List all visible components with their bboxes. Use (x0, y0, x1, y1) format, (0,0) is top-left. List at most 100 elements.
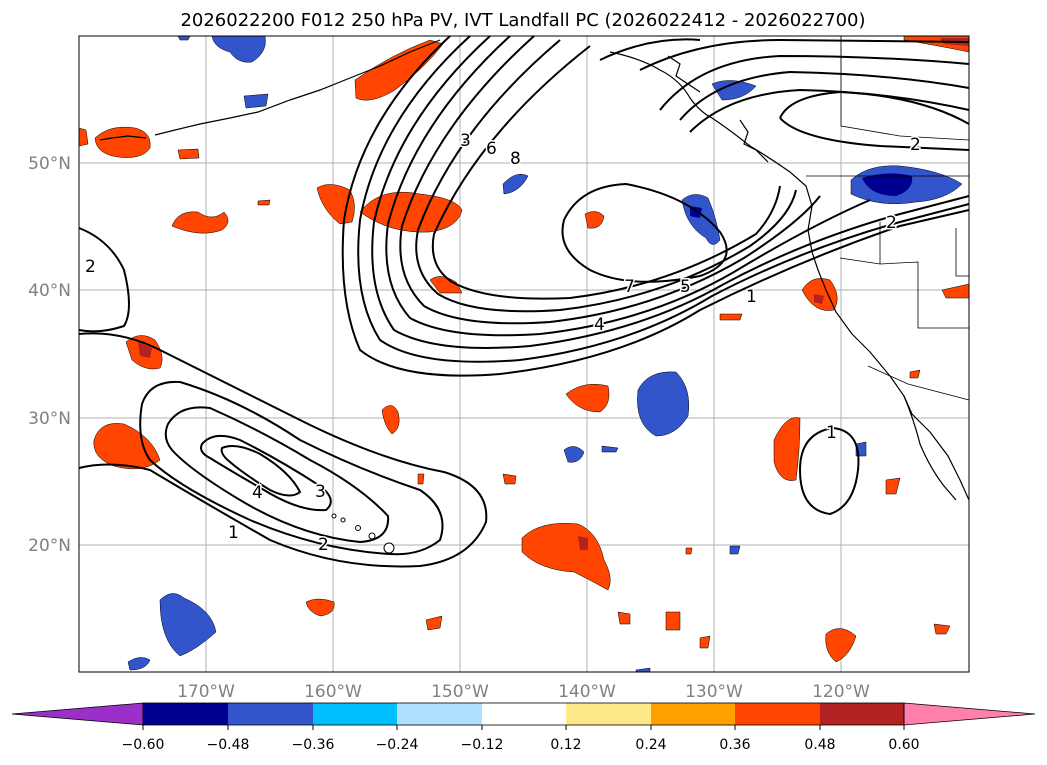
contour-label: 8 (510, 149, 521, 169)
pv-patch (801, 278, 838, 311)
contour-line (679, 70, 970, 121)
contour-label: 4 (252, 483, 263, 503)
pv-patch (94, 126, 151, 158)
pv-patch (354, 39, 444, 101)
colorbar-tick-label: 0.12 (550, 737, 581, 753)
lat-label: 40°N (28, 281, 71, 301)
pv-patch (729, 545, 741, 555)
contour-line (689, 88, 970, 133)
contour-line (431, 45, 781, 300)
colorbar-swatch (482, 703, 566, 725)
pv-patch (257, 199, 271, 206)
pv-patch (719, 313, 743, 321)
pv-patch (138, 342, 152, 358)
map-title: 2026022200 F012 250 hPa PV, IVT Landfall… (180, 10, 865, 31)
contour-label: 2 (85, 257, 96, 277)
contour-label: 1 (826, 423, 837, 443)
map-background (79, 36, 969, 672)
contour-labels: 3 6 8 2 7 5 4 1 2 2 4 3 1 2 1 (84, 130, 923, 557)
colorbar-swatch (143, 703, 228, 725)
colorbar-tick-label: 0.48 (804, 737, 835, 753)
contour-label: 1 (746, 287, 757, 307)
pv-patch (711, 80, 757, 101)
contour-line (371, 35, 970, 349)
hawaii-islands (331, 513, 395, 554)
colorbar-tick-label: −0.48 (207, 737, 250, 753)
colorbar: −0.60 −0.48 −0.36 −0.24 −0.12 0.12 0.24 … (11, 702, 1036, 753)
contour-line (78, 332, 488, 568)
lon-label: 120°W (812, 682, 870, 702)
pv-patch (177, 35, 191, 41)
colorbar-swatch (820, 703, 904, 725)
latitude-labels: 20°N 30°N 40°N 50°N (28, 154, 71, 556)
contour-label: 4 (594, 315, 605, 335)
colorbar-tick-labels: −0.60 −0.48 −0.36 −0.24 −0.12 0.12 0.24 … (122, 737, 920, 753)
colorbar-tick-label: −0.36 (292, 737, 335, 753)
pv-patch (565, 384, 610, 413)
pv-patch (171, 211, 229, 234)
colorbar-swatch (228, 703, 313, 725)
pv-patch (521, 523, 611, 591)
colorbar-tick-label: 0.36 (719, 737, 750, 753)
colorbar-tick-label: 0.24 (635, 737, 666, 753)
pv-patch (127, 657, 151, 671)
contour-label: 7 (624, 277, 635, 297)
pv-patch (177, 148, 200, 160)
pv-patch (601, 445, 619, 453)
pv-patch (417, 473, 425, 485)
contour-label: 1 (228, 523, 239, 543)
pv-patch (773, 417, 801, 481)
lon-label: 160°W (304, 682, 362, 702)
ivt-contours (78, 35, 970, 568)
contour-line (385, 35, 871, 337)
contour-line (200, 434, 332, 512)
pv-patch (93, 423, 161, 470)
lat-label: 50°N (28, 154, 71, 174)
colorbar-extend-right (903, 702, 1036, 726)
pv-patch (211, 35, 266, 63)
pv-patch (909, 369, 921, 379)
contour-line (78, 227, 130, 333)
contour-label: 5 (680, 277, 691, 297)
contour-line (779, 90, 970, 151)
pv-patch (665, 611, 681, 631)
lon-label: 140°W (558, 682, 616, 702)
lon-label: 150°W (431, 682, 489, 702)
colorbar-tick-label: −0.12 (461, 737, 504, 753)
colorbar-extend-left (11, 702, 144, 726)
pv-patch (814, 294, 824, 304)
pv-patch (502, 174, 529, 195)
pv-patch (578, 536, 588, 550)
pv-patch (243, 93, 269, 109)
contour-line (659, 54, 970, 111)
colorbar-swatch (651, 703, 735, 725)
contour-line (357, 35, 970, 363)
pv-patch (584, 211, 605, 229)
longitude-labels: 170°W 160°W 150°W 140°W 130°W 120°W (177, 682, 870, 702)
pv-patch (159, 593, 217, 657)
pv-patch (617, 611, 631, 625)
colorbar-tick-label: −0.24 (376, 737, 419, 753)
colorbar-tick-label: −0.60 (122, 737, 165, 753)
pv-patch (502, 473, 517, 485)
contour-label: 2 (318, 535, 329, 555)
contour-line (220, 445, 302, 497)
pv-patch (305, 598, 335, 617)
political-borders (806, 36, 970, 401)
pv-patch (637, 371, 689, 437)
pv-patch (862, 173, 913, 196)
pv-patch (685, 547, 693, 555)
pv-patch (563, 446, 585, 463)
colorbar-ticks (142, 725, 905, 730)
lat-label: 20°N (28, 536, 71, 556)
contour-label: 6 (486, 139, 497, 159)
contour-label: 2 (886, 213, 897, 233)
lon-label: 170°W (177, 682, 235, 702)
contour-line (341, 35, 970, 377)
contour-line (798, 426, 860, 516)
contour-line (164, 406, 390, 544)
map-panel: 3 6 8 2 7 5 4 1 2 2 4 3 1 2 1 (78, 35, 970, 673)
pv-patch (425, 615, 443, 631)
contour-line (415, 39, 797, 313)
